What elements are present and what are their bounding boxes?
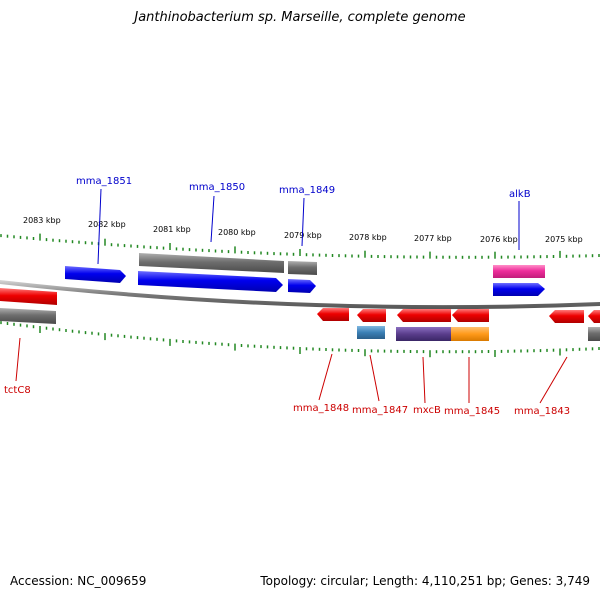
leader-line <box>210 195 215 243</box>
genome-backbone <box>0 280 600 310</box>
label-mma-1843[interactable]: mma_1843 <box>514 406 570 417</box>
gene-mxcB[interactable] <box>397 309 451 322</box>
scale-label: 2078 kbp <box>349 233 387 242</box>
top-gene-labels: mma_1851 mma_1850 mma_1849 alkB <box>76 176 531 265</box>
genome-stats-text: Topology: circular; Length: 4,110,251 bp… <box>260 574 590 588</box>
feature-gray-1849[interactable] <box>288 261 317 275</box>
gene-pink[interactable] <box>493 265 545 278</box>
reverse-strand-features <box>0 288 600 341</box>
gene-alkB[interactable] <box>493 283 545 296</box>
gene-mma-1849[interactable] <box>288 279 316 293</box>
gene-mma-1845[interactable] <box>452 309 489 322</box>
gene-mxcB-purple[interactable] <box>396 327 452 341</box>
scale-label: 2077 kbp <box>414 234 452 243</box>
genome-title: Janthinobacterium sp. Marseille, complet… <box>134 10 466 25</box>
forward-strand-features <box>65 253 545 296</box>
leader-line <box>15 337 21 382</box>
label-mxcB[interactable]: mxcB <box>413 405 441 416</box>
scale-label: 2083 kbp <box>23 216 61 225</box>
leader-line <box>539 356 568 404</box>
label-mma-1848[interactable]: mma_1848 <box>293 403 349 414</box>
scale-label: 2082 kbp <box>88 220 126 229</box>
label-mma-1851[interactable]: mma_1851 <box>76 176 132 187</box>
accession-text: Accession: NC_009659 <box>10 574 147 588</box>
label-mma-1847[interactable]: mma_1847 <box>352 405 408 416</box>
gene-mma-1848[interactable] <box>317 308 349 321</box>
feature-gray-upper[interactable] <box>139 253 284 273</box>
scale-label: 2076 kbp <box>480 235 518 244</box>
leader-line <box>318 353 333 401</box>
leader-line <box>301 197 305 247</box>
label-alkB[interactable]: alkB <box>509 189 531 200</box>
gene-right-edge[interactable] <box>588 310 600 323</box>
feature-gray-right[interactable] <box>588 327 600 341</box>
gene-mma-1850[interactable] <box>138 271 283 292</box>
label-tctC8[interactable]: tctC8 <box>4 385 31 396</box>
gene-mma-1851[interactable] <box>65 266 126 283</box>
bottom-gene-labels: tctC8 mma_1848 mma_1847 mxcB mma_1845 mm… <box>4 337 570 417</box>
gene-tctC8[interactable] <box>0 288 57 305</box>
scale-label: 2080 kbp <box>218 228 256 237</box>
leader-line <box>369 354 380 402</box>
gene-orange[interactable] <box>451 327 489 341</box>
label-mma-1845[interactable]: mma_1845 <box>444 406 500 417</box>
scale-ticks <box>0 233 600 358</box>
leader-line <box>422 356 426 404</box>
feature-gray-tctC8[interactable] <box>0 308 56 324</box>
scale-label: 2075 kbp <box>545 235 583 244</box>
gene-mma-1843[interactable] <box>549 310 584 323</box>
leader-line <box>97 188 102 265</box>
gene-teal[interactable] <box>357 326 385 339</box>
scale-label: 2081 kbp <box>153 225 191 234</box>
gene-mma-1847[interactable] <box>357 309 386 322</box>
label-mma-1850[interactable]: mma_1850 <box>189 182 245 193</box>
label-mma-1849[interactable]: mma_1849 <box>279 185 335 196</box>
